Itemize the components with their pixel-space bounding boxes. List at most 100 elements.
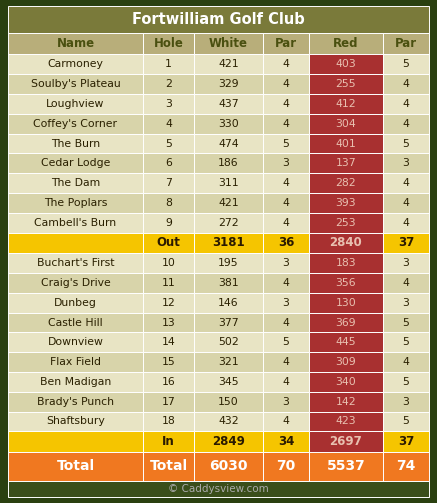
Bar: [309, 193, 382, 213]
Bar: [309, 33, 382, 54]
Bar: [263, 94, 309, 114]
Text: 3: 3: [402, 298, 409, 308]
Text: Red: Red: [333, 37, 359, 50]
Text: 12: 12: [162, 298, 176, 308]
Text: 5: 5: [283, 138, 290, 148]
Bar: [143, 313, 194, 332]
Bar: [143, 332, 194, 352]
Text: 18: 18: [162, 416, 176, 427]
Bar: [382, 153, 429, 173]
Text: 146: 146: [218, 298, 239, 308]
Text: Shaftsbury: Shaftsbury: [46, 416, 105, 427]
Bar: [382, 54, 429, 74]
Bar: [382, 352, 429, 372]
Text: 437: 437: [218, 99, 239, 109]
Text: 10: 10: [162, 258, 176, 268]
Bar: [8, 411, 143, 431]
Text: 4: 4: [283, 317, 290, 327]
Text: 6030: 6030: [209, 459, 248, 473]
Text: Brady's Punch: Brady's Punch: [37, 397, 114, 406]
Bar: [143, 114, 194, 134]
Bar: [309, 94, 382, 114]
Bar: [382, 372, 429, 392]
Text: 421: 421: [218, 198, 239, 208]
Bar: [309, 352, 382, 372]
Bar: [309, 411, 382, 431]
Text: 369: 369: [336, 317, 356, 327]
Text: 137: 137: [336, 158, 356, 169]
Bar: [309, 74, 382, 94]
Bar: [143, 153, 194, 173]
Bar: [143, 193, 194, 213]
Text: 4: 4: [283, 119, 290, 129]
Text: 4: 4: [402, 99, 409, 109]
Text: 403: 403: [336, 59, 356, 69]
Text: 17: 17: [162, 397, 176, 406]
Bar: [143, 213, 194, 232]
Text: Soulby's Plateau: Soulby's Plateau: [31, 79, 120, 89]
Text: Cambell's Burn: Cambell's Burn: [35, 218, 117, 228]
Bar: [382, 193, 429, 213]
Bar: [143, 33, 194, 54]
Bar: [143, 431, 194, 452]
Bar: [8, 352, 143, 372]
Bar: [194, 372, 263, 392]
Text: 4: 4: [402, 218, 409, 228]
Text: 4: 4: [402, 178, 409, 188]
Text: Carmoney: Carmoney: [48, 59, 104, 69]
Bar: [194, 134, 263, 153]
Text: 4: 4: [283, 59, 290, 69]
Bar: [263, 431, 309, 452]
Bar: [143, 94, 194, 114]
Text: Total: Total: [149, 459, 187, 473]
Text: 356: 356: [336, 278, 356, 288]
Text: 13: 13: [162, 317, 176, 327]
Text: 7: 7: [165, 178, 172, 188]
Bar: [309, 173, 382, 193]
Text: 5: 5: [402, 377, 409, 387]
Bar: [194, 74, 263, 94]
Text: 401: 401: [336, 138, 356, 148]
Text: 309: 309: [336, 357, 356, 367]
Bar: [8, 431, 143, 452]
Text: 345: 345: [218, 377, 239, 387]
Text: 5: 5: [402, 338, 409, 347]
Bar: [263, 411, 309, 431]
Bar: [263, 332, 309, 352]
Text: 3: 3: [283, 158, 290, 169]
Bar: [194, 94, 263, 114]
Bar: [194, 332, 263, 352]
Bar: [309, 213, 382, 232]
Text: 1: 1: [165, 59, 172, 69]
Bar: [309, 273, 382, 293]
Bar: [382, 392, 429, 411]
Text: 5: 5: [402, 138, 409, 148]
Text: 445: 445: [336, 338, 356, 347]
Bar: [8, 153, 143, 173]
Text: 4: 4: [283, 99, 290, 109]
Bar: [143, 352, 194, 372]
Text: 474: 474: [218, 138, 239, 148]
Bar: [194, 293, 263, 313]
Bar: [143, 411, 194, 431]
Text: The Poplars: The Poplars: [44, 198, 107, 208]
Bar: [382, 332, 429, 352]
Text: In: In: [162, 435, 175, 448]
Text: 5: 5: [283, 338, 290, 347]
Text: 11: 11: [162, 278, 176, 288]
Bar: [8, 74, 143, 94]
Bar: [8, 232, 143, 254]
Bar: [143, 372, 194, 392]
Bar: [382, 254, 429, 273]
Bar: [309, 54, 382, 74]
Text: 4: 4: [283, 79, 290, 89]
Bar: [309, 452, 382, 481]
Text: 321: 321: [218, 357, 239, 367]
Bar: [309, 392, 382, 411]
Text: 3: 3: [402, 258, 409, 268]
Bar: [143, 254, 194, 273]
Bar: [8, 193, 143, 213]
Bar: [194, 33, 263, 54]
Bar: [382, 452, 429, 481]
Text: 4: 4: [165, 119, 172, 129]
